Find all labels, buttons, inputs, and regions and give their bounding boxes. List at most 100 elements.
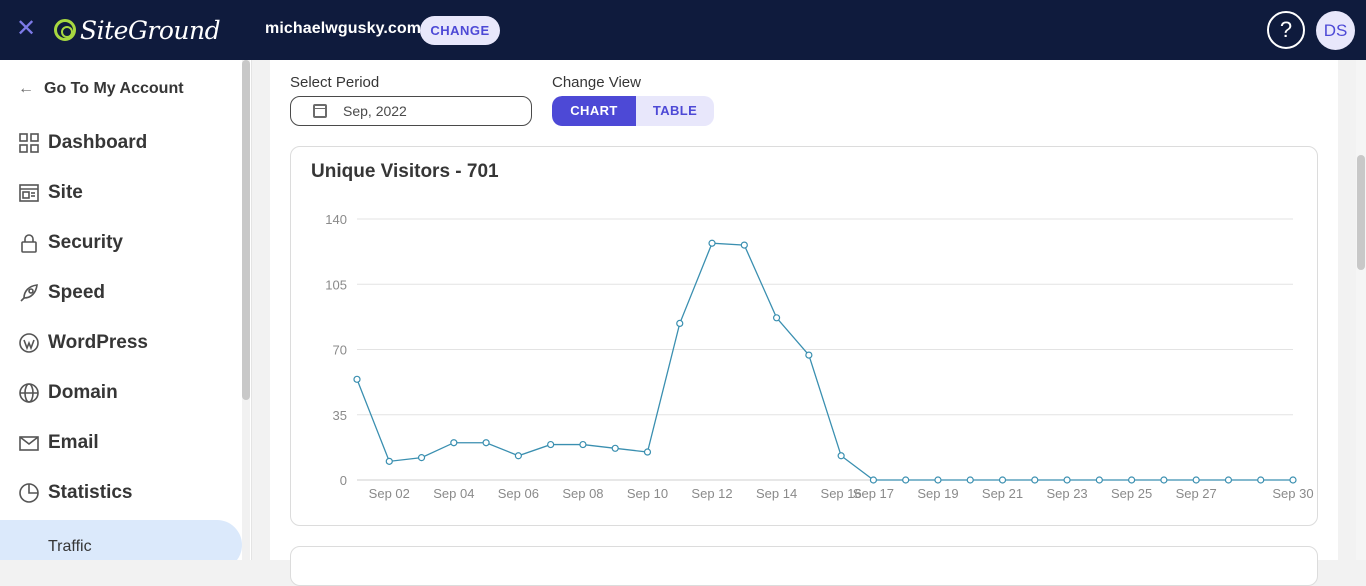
main-content: Select Period Sep, 2022 Change View CHAR… [270, 60, 1338, 586]
x-tick-label: Sep 04 [433, 486, 474, 501]
calendar-icon [313, 104, 327, 118]
data-point [772, 314, 781, 322]
x-tick-label: Sep 19 [917, 486, 958, 501]
sidebar-item-dashboard[interactable]: Dashboard [18, 132, 147, 154]
period-picker[interactable]: Sep, 2022 [290, 96, 532, 126]
page-scrollbar-track[interactable] [1356, 60, 1366, 560]
data-point [1192, 476, 1200, 484]
sidebar-item-label: Email [48, 432, 99, 453]
help-button[interactable]: ? [1267, 11, 1305, 49]
go-to-my-account-link[interactable]: ← Go To My Account [18, 80, 184, 98]
user-avatar[interactable]: DS [1316, 11, 1355, 50]
table-view-button[interactable]: TABLE [652, 103, 698, 118]
sidebar-item-statistics[interactable]: Statistics [18, 482, 132, 504]
arrow-left-icon: ← [18, 80, 34, 97]
data-point [1289, 476, 1297, 484]
sidebar-item-label: WordPress [48, 332, 148, 353]
sidebar-item-label: Domain [48, 382, 118, 403]
sidebar: ← Go To My Account Dashboard Site Securi… [0, 60, 252, 560]
sidebar-item-speed[interactable]: Speed [18, 282, 105, 304]
sidebar-subitem-traffic[interactable]: Traffic [0, 520, 242, 560]
data-point [482, 439, 490, 447]
rocket-icon [20, 284, 38, 302]
data-point [708, 239, 716, 247]
data-point [805, 351, 813, 359]
data-point [676, 319, 684, 327]
grid-icon [19, 133, 39, 153]
data-point [514, 452, 522, 460]
data-point [837, 452, 845, 460]
data-point [1128, 476, 1136, 484]
data-point [353, 375, 361, 383]
sidebar-item-email[interactable]: Email [18, 432, 99, 454]
sidebar-item-security[interactable]: Security [18, 232, 123, 254]
chart-title: Unique Visitors - 701 [311, 161, 499, 182]
logo-text: SiteGround [80, 15, 221, 45]
sidebar-item-site[interactable]: Site [18, 182, 83, 204]
y-tick-label: 140 [325, 212, 347, 227]
secondary-card [290, 546, 1318, 586]
close-icon[interactable]: ✕ [15, 15, 37, 42]
data-point [1095, 476, 1103, 484]
sidebar-item-label: Site [48, 182, 83, 203]
data-point [417, 454, 426, 462]
x-tick-label: Sep 30 [1272, 486, 1313, 501]
envelope-icon [19, 436, 39, 451]
sidebar-item-wordpress[interactable]: WordPress [18, 332, 148, 354]
x-tick-label: Sep 23 [1046, 486, 1087, 501]
data-point [643, 448, 652, 456]
x-tick-label: Sep 17 [853, 486, 894, 501]
data-point [869, 476, 878, 484]
data-point [934, 476, 942, 484]
siteground-logo[interactable]: SiteGround [54, 14, 221, 46]
unique-visitors-chart: 0 35 70 105 140 Sep 02 Sep 04 Sep 06 Sep 08 Sep 1… [325, 212, 1313, 501]
y-tick-label: 35 [333, 408, 347, 423]
x-tick-label: Sep 16 [821, 486, 862, 501]
x-tick-label: Sep 21 [982, 486, 1023, 501]
data-point [740, 241, 748, 249]
data-point [966, 476, 974, 484]
data-point [1257, 476, 1265, 484]
data-point [611, 444, 619, 452]
logo-mark-icon [54, 19, 76, 41]
data-point [450, 439, 458, 447]
period-value: Sep, 2022 [343, 103, 407, 119]
lock-icon [21, 234, 37, 253]
sidebar-item-label: Statistics [48, 482, 133, 503]
x-tick-label: Sep 02 [369, 486, 410, 501]
view-toggle: CHART TABLE [552, 96, 714, 126]
data-point [547, 440, 555, 449]
x-tick-label: Sep 10 [627, 486, 668, 501]
chart-view-button[interactable]: CHART [552, 96, 636, 126]
x-tick-label: Sep 08 [562, 486, 603, 501]
globe-icon [19, 383, 39, 403]
x-tick-label: Sep 12 [691, 486, 732, 501]
top-bar: ✕ SiteGround michaelwgusky.com CHANGE ? … [0, 0, 1366, 60]
data-point [579, 440, 587, 449]
sidebar-item-domain[interactable]: Domain [18, 382, 118, 404]
sidebar-scrollbar-thumb[interactable] [242, 60, 250, 400]
site-domain: michaelwgusky.com [265, 20, 422, 37]
x-tick-label: Sep 14 [756, 486, 797, 501]
change-site-button[interactable]: CHANGE [420, 16, 500, 45]
sidebar-item-label: Dashboard [48, 132, 148, 153]
page-scrollbar-thumb[interactable] [1357, 155, 1365, 270]
unique-visitors-card: Unique Visitors - 701 0 35 70 105 140 Sep 02 S… [290, 146, 1318, 526]
wordpress-icon [19, 333, 39, 353]
data-point [902, 476, 910, 484]
y-tick-label: 70 [333, 343, 347, 358]
sidebar-item-label: Security [48, 232, 123, 253]
data-point [1063, 476, 1071, 484]
data-point [1031, 476, 1039, 484]
select-period-label: Select Period [290, 74, 380, 91]
x-tick-label: Sep 25 [1111, 486, 1152, 501]
y-tick-label: 105 [325, 277, 347, 292]
pie-chart-icon [19, 483, 39, 503]
data-point [1160, 476, 1168, 484]
data-point [385, 457, 393, 465]
sidebar-item-label: Speed [48, 282, 106, 303]
change-view-label: Change View [552, 74, 641, 91]
x-tick-label: Sep 06 [498, 486, 539, 501]
go-to-my-account-label: Go To My Account [44, 80, 184, 97]
series-line [356, 242, 1293, 481]
